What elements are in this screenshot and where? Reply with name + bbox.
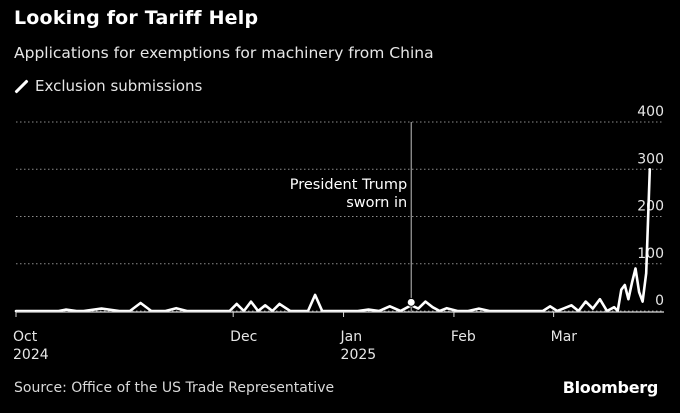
x-tick-label: Jan: [340, 329, 363, 345]
source-note: Source: Office of the US Trade Represent…: [14, 380, 335, 396]
x-tick-label: Mar: [551, 329, 578, 345]
y-tick-label: 0: [655, 293, 664, 309]
y-tick-label: 300: [637, 151, 664, 167]
chart-subtitle: Applications for exemptions for machiner…: [14, 44, 434, 62]
annotation-text-line: sworn in: [346, 195, 407, 211]
x-tick-label: Dec: [230, 329, 257, 345]
annotation-text-line: President Trump: [290, 177, 407, 193]
chart-legend: Exclusion submissions: [14, 77, 202, 95]
chart-title: Looking for Tariff Help: [14, 7, 259, 29]
x-tick-sublabel: 2025: [341, 347, 377, 363]
x-tick-label: Feb: [451, 329, 476, 345]
y-tick-label: 200: [637, 199, 664, 215]
y-tick-label: 400: [637, 104, 664, 120]
legend-label: Exclusion submissions: [35, 77, 203, 95]
x-tick-label: Oct: [13, 329, 38, 345]
annotation-marker: [406, 297, 416, 307]
x-tick-sublabel: 2024: [13, 347, 49, 363]
y-tick-label: 100: [637, 246, 664, 262]
series-line: [14, 168, 652, 313]
bloomberg-logo: Bloomberg: [562, 378, 659, 397]
